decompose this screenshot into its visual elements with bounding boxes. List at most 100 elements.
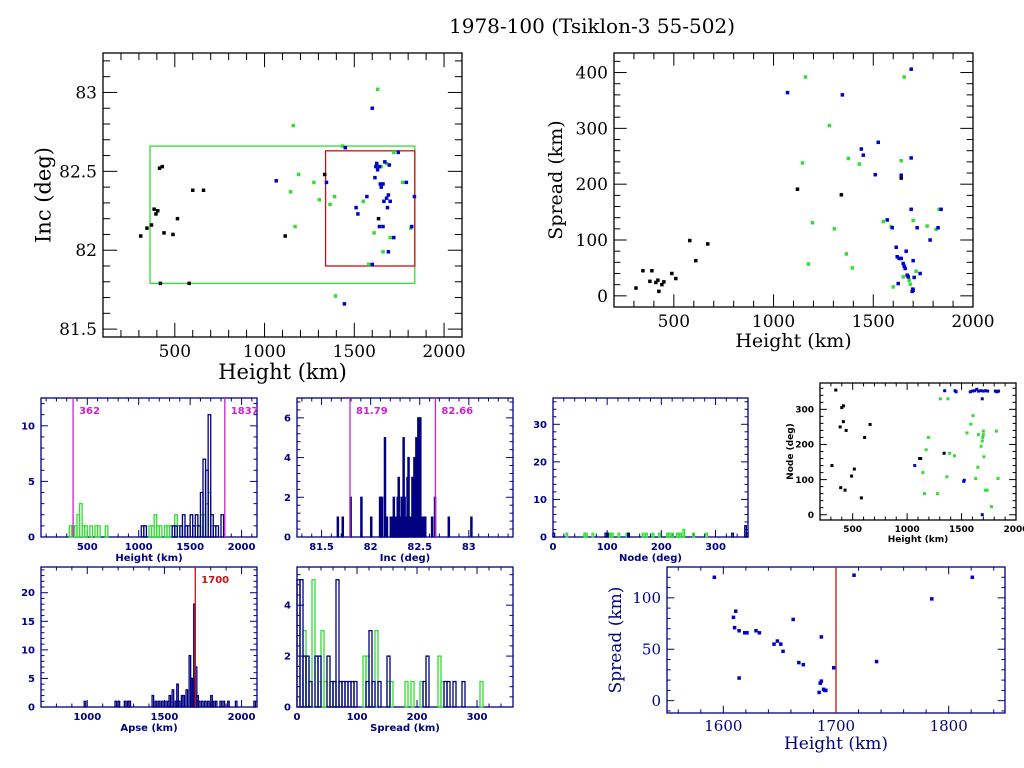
- figure-title: 1978-100 (Tsiklon-3 55-502): [449, 14, 735, 38]
- navy-histogram-bar: [461, 680, 466, 708]
- y-tick-label: 82.5: [59, 162, 97, 182]
- green-data-point: [979, 444, 983, 448]
- blue-data-point: [381, 224, 385, 229]
- black-data-point: [670, 271, 674, 276]
- y-tick-label: 4: [284, 601, 291, 612]
- navy-histogram-bar: [360, 496, 363, 538]
- x-tick-label: 1700: [817, 717, 855, 735]
- black-data-point: [155, 209, 160, 213]
- blue-data-point: [896, 281, 900, 286]
- green-histogram-bar: [651, 532, 655, 538]
- green-data-point: [994, 429, 998, 433]
- navy-histogram-bar: [470, 516, 473, 538]
- y-tick-label: 5: [28, 477, 35, 488]
- green-data-point: [392, 150, 396, 155]
- navy-histogram-bar: [430, 516, 434, 538]
- x-tick-label: 2000: [228, 712, 256, 723]
- blue-data-point: [382, 199, 386, 204]
- navy-histogram-bar: [176, 683, 179, 708]
- navy-histogram-bar: [123, 700, 127, 708]
- navy-histogram-bar: [335, 579, 340, 708]
- x-tick-label: 1000: [895, 525, 920, 535]
- green-data-point: [800, 161, 805, 165]
- blue-data-point: [873, 172, 878, 177]
- navy-histogram-bar: [422, 516, 425, 538]
- y-tick-label: 0: [540, 533, 547, 544]
- blue-data-point: [859, 147, 864, 151]
- y-tick-label: 100: [632, 589, 661, 607]
- blue-data-point: [375, 168, 380, 172]
- blue-data-point: [943, 389, 947, 393]
- black-data-point: [919, 457, 923, 461]
- y-tick-label: 0: [597, 287, 608, 307]
- navy-histogram-bar: [552, 532, 556, 538]
- x-tick-label: 1500: [333, 342, 376, 362]
- blue-data-point: [373, 175, 377, 180]
- green-data-point: [844, 252, 849, 256]
- navy-histogram-bar: [253, 700, 257, 708]
- x-tick-label: 100: [347, 712, 368, 723]
- blue-data-point: [895, 255, 899, 259]
- y-tick-label: 20: [21, 588, 35, 599]
- navy-histogram-bar: [174, 525, 178, 538]
- blue-data-point: [801, 662, 806, 667]
- black-data-point: [830, 464, 834, 468]
- x-axis-label: Apse (km): [120, 723, 177, 734]
- x-axis-label: Inc (deg): [380, 553, 431, 564]
- black-data-point: [795, 187, 800, 191]
- blue-data-point: [897, 256, 901, 261]
- green-histogram-bar: [641, 532, 645, 538]
- blue-data-point: [993, 389, 997, 393]
- black-data-point: [694, 258, 698, 263]
- y-axis-label: Node (deg): [786, 423, 796, 480]
- green-data-point: [937, 207, 941, 212]
- black-data-point: [868, 422, 872, 426]
- blue-data-point: [733, 609, 738, 613]
- navy-histogram-bar: [227, 700, 230, 708]
- blue-data-point: [973, 389, 977, 393]
- navy-histogram-bar: [222, 700, 226, 708]
- black-data-point: [841, 420, 845, 424]
- green-data-point: [296, 172, 301, 177]
- navy-histogram-bar: [415, 437, 418, 538]
- marker-label: 362: [79, 406, 100, 417]
- spread-vs-height-zoom-chart: 1600 1700 1800 0 50 100 Height (km) Spread (km): [606, 566, 1006, 754]
- x-axis-label: Height (km): [784, 734, 888, 754]
- blue-data-point: [745, 631, 749, 635]
- green-data-point: [996, 477, 1000, 481]
- green-data-point: [381, 250, 385, 254]
- x-tick-label: 2000: [228, 542, 256, 553]
- green-data-point: [379, 164, 383, 169]
- green-histogram-bar: [311, 579, 316, 708]
- black-data-point: [834, 388, 838, 392]
- navy-histogram-bar: [207, 414, 212, 538]
- navy-histogram-bar: [197, 700, 201, 708]
- navy-histogram-bar: [341, 516, 345, 538]
- navy-histogram-bar: [369, 516, 373, 538]
- navy-histogram-bar: [368, 629, 373, 708]
- blue-data-point: [385, 205, 390, 210]
- node-vs-height-chart: 500 1000 1500 2000 0 100 200 300 Height (km) Node…: [786, 382, 1024, 545]
- blue-data-point: [742, 631, 747, 635]
- green-histogram-bar: [679, 532, 683, 538]
- green-histogram-bar: [682, 528, 686, 538]
- navy-histogram-bar: [731, 532, 735, 538]
- blue-data-point: [936, 225, 940, 230]
- green-data-point: [948, 451, 952, 455]
- green-data-point: [936, 492, 940, 496]
- y-tick-label: 30: [533, 420, 547, 431]
- green-data-point: [914, 269, 918, 274]
- blue-data-point: [979, 389, 983, 393]
- navy-histogram-bar: [386, 655, 391, 708]
- x-axis-label: Node (deg): [619, 553, 682, 564]
- x-tick-label: 1500: [176, 542, 204, 553]
- blue-data-point: [980, 397, 984, 401]
- x-tick-label: 82.5: [407, 542, 432, 553]
- navy-histogram-bar: [168, 694, 172, 708]
- black-data-point: [648, 279, 652, 284]
- green-data-point: [899, 158, 903, 163]
- green-histogram-bar: [692, 532, 696, 538]
- x-tick-label: 200: [407, 712, 428, 723]
- green-data-point: [971, 414, 975, 418]
- green-data-point: [857, 162, 862, 166]
